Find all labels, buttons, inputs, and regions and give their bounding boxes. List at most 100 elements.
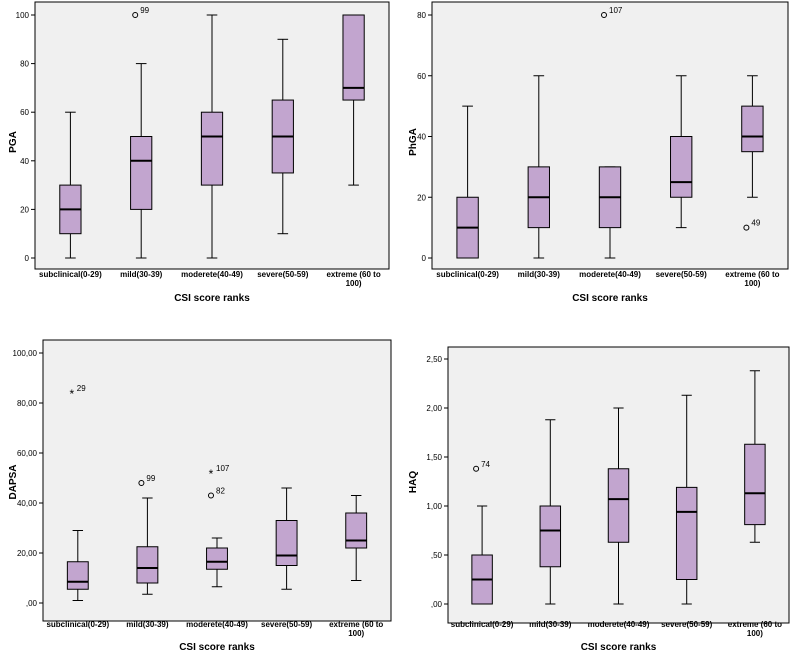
outlier-label: 74: [481, 460, 490, 469]
category-label: mild(30-39): [126, 620, 169, 629]
y-axis-label: PhGA: [408, 128, 419, 156]
category-label: severe(50-59): [261, 620, 312, 629]
x-axis-label: CSI score ranks: [179, 642, 255, 652]
x-axis-label: CSI score ranks: [174, 293, 250, 304]
y-tick-label: 100: [16, 11, 30, 20]
outlier-label: 107: [609, 6, 623, 15]
iqr-box: [744, 443, 766, 526]
iqr-box: [670, 136, 693, 198]
y-tick-label: 20: [20, 205, 29, 214]
iqr-box: [200, 111, 224, 186]
box-mild-30-39-: 99: [130, 6, 153, 259]
category-label: 100): [346, 279, 362, 288]
box-extreme-60-to-100-: [744, 370, 766, 543]
iqr-box: [539, 505, 562, 568]
category-label: 100): [744, 279, 760, 288]
outlier-label: 99: [140, 6, 149, 15]
box-moderete-40-49-: * 107 82: [206, 464, 230, 588]
category-label: subclinical(0-29): [46, 620, 109, 629]
outlier-label: 82: [216, 487, 225, 496]
box-severe-50-59-: [670, 75, 693, 229]
y-tick-label: 40,00: [17, 499, 38, 508]
panel-pga: 0 20 40 60 80 100 PGA CSI score ranks subclinica…: [8, 1, 390, 304]
category-label: severe(50-59): [257, 270, 308, 279]
category-label: 100): [747, 629, 763, 638]
category-label: moderete(40-49): [588, 620, 650, 629]
y-tick-label: 40: [20, 157, 29, 166]
outlier-label: 107: [216, 464, 230, 473]
category-label: mild(30-39): [120, 270, 163, 279]
y-tick-label: 1,00: [426, 502, 442, 511]
y-tick-label: 2,00: [426, 404, 442, 413]
extreme-outlier-marker: *: [209, 467, 214, 481]
iqr-box: [345, 512, 368, 549]
y-tick-label: 100,00: [13, 349, 38, 358]
iqr-box: [342, 14, 365, 101]
box-severe-50-59-: [271, 38, 294, 235]
category-label: extreme (60 to: [725, 270, 779, 279]
box-extreme-60-to-100-: [342, 14, 365, 186]
box-severe-50-59-: [675, 394, 698, 605]
category-label: severe(50-59): [661, 620, 712, 629]
box-subclinical-0-29-: [59, 111, 82, 259]
category-label: extreme (60 to: [326, 270, 380, 279]
outlier-label: 49: [751, 219, 760, 228]
box-subclinical-0-29-: 74: [471, 460, 493, 605]
category-label: extreme (60 to: [728, 620, 782, 629]
iqr-box: [206, 547, 228, 570]
y-axis-label: PGA: [8, 131, 19, 153]
y-tick-label: 60,00: [17, 449, 38, 458]
y-tick-label: ,00: [431, 600, 443, 609]
y-tick-label: ,00: [26, 599, 38, 608]
y-tick-label: 80: [417, 11, 426, 20]
y-tick-label: 80: [20, 60, 29, 69]
y-tick-label: 0: [25, 254, 30, 263]
box-moderete-40-49-: [200, 14, 224, 259]
category-label: subclinical(0-29): [39, 270, 102, 279]
y-tick-label: ,50: [431, 551, 443, 560]
category-label: subclinical(0-29): [436, 270, 499, 279]
y-tick-label: 60: [20, 108, 29, 117]
category-label: 100): [348, 629, 364, 638]
outlier-label: 29: [77, 384, 86, 393]
y-tick-label: 20,00: [17, 549, 38, 558]
y-axis-label: DAPSA: [8, 464, 19, 499]
y-tick-label: 2,50: [426, 355, 442, 364]
category-label: mild(30-39): [518, 270, 561, 279]
box-extreme-60-to-100-: [345, 495, 368, 581]
x-axis-label: CSI score ranks: [572, 293, 648, 304]
outlier-marker: [473, 465, 480, 472]
box-mild-30-39-: [527, 75, 550, 259]
box-mild-30-39-: 99: [136, 474, 159, 595]
outlier-marker: [601, 12, 607, 18]
iqr-box: [607, 468, 630, 543]
y-tick-label: 80,00: [17, 399, 38, 408]
box-subclinical-0-29-: [456, 105, 479, 259]
category-label: moderete(40-49): [186, 620, 248, 629]
y-tick-label: 20: [417, 193, 426, 202]
category-label: subclinical(0-29): [451, 620, 514, 629]
outlier-label: 99: [146, 474, 155, 483]
extreme-outlier-marker: *: [69, 387, 74, 401]
category-label: mild(30-39): [529, 620, 572, 629]
category-label: moderete(40-49): [579, 270, 641, 279]
box-moderete-40-49-: 107: [598, 6, 623, 259]
outlier-marker: [132, 12, 139, 18]
y-tick-label: 1,50: [426, 453, 442, 462]
outlier-marker: [208, 492, 214, 499]
panel-haq: ,00 ,50 1,00 1,50 2,00 2,50 HAQ CSI score ranks…: [408, 346, 790, 652]
panel-dapsa: ,00 20,00 40,00 60,00 80,00 100,00 DAPSA CSI sc…: [8, 339, 392, 652]
category-label: moderete(40-49): [181, 270, 243, 279]
iqr-box: [675, 486, 698, 581]
box-extreme-60-to-100-: 49: [741, 75, 764, 231]
x-axis-label: CSI score ranks: [581, 642, 657, 652]
iqr-box: [130, 136, 153, 210]
box-subclinical-0-29-: * 29: [66, 384, 89, 601]
category-label: severe(50-59): [656, 270, 707, 279]
iqr-box: [66, 561, 89, 590]
box-mild-30-39-: [539, 419, 562, 605]
y-tick-label: 60: [417, 72, 426, 81]
iqr-box: [275, 520, 298, 566]
panel-phga: 0 20 40 60 80 PhGA CSI score ranks subclinical(…: [408, 1, 789, 304]
